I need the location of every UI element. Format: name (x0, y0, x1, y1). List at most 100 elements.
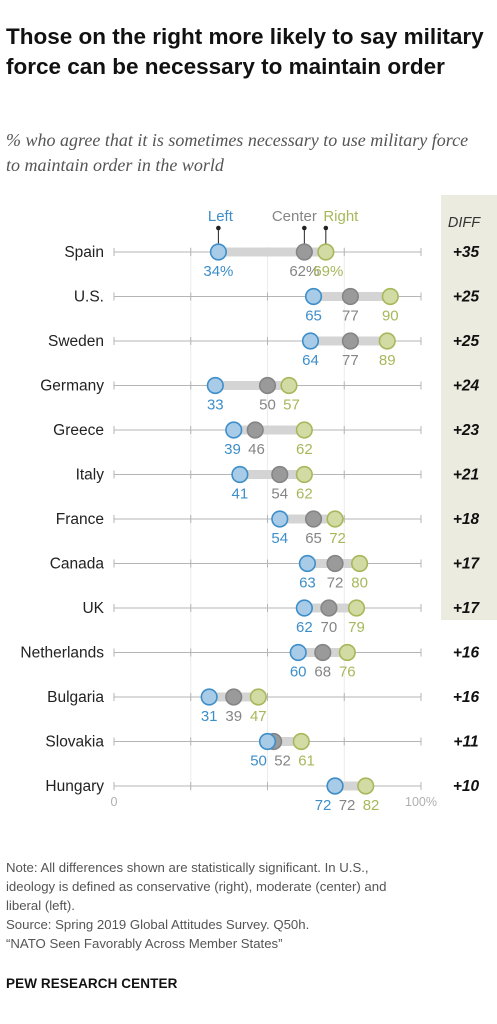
value-label-left: 34% (203, 263, 233, 280)
legend-pointer-dot (216, 225, 221, 231)
chart-title: Those on the right more likely to say mi… (6, 24, 484, 79)
category-label: Canada (50, 556, 105, 573)
dot-center (258, 376, 277, 395)
value-label-center: 72 (339, 797, 356, 814)
note-line: ideology is defined as conservative (rig… (6, 879, 387, 894)
value-label-left: 31 (201, 708, 218, 725)
diff-value: +16 (453, 689, 480, 706)
legend-left: Left (208, 208, 234, 225)
value-label-right: 76 (339, 664, 356, 681)
dot-left (206, 376, 224, 395)
dot-right (381, 287, 399, 306)
value-label-right: 47 (250, 708, 267, 725)
value-label-right: 89 (379, 352, 396, 369)
x-tick-label: 100% (405, 795, 437, 809)
chart-notes: Note: All differences shown are statisti… (6, 858, 491, 953)
dot-right (351, 554, 369, 573)
value-label-center: 70 (321, 619, 338, 636)
value-label-right: 69% (313, 263, 343, 280)
diff-value: +16 (453, 645, 480, 662)
dot-right (357, 777, 375, 795)
category-label: UK (82, 600, 104, 617)
category-label: Netherlands (20, 645, 104, 662)
dot-center (326, 554, 344, 573)
dot-center (225, 688, 243, 706)
category-label: France (56, 511, 104, 528)
dot-left (200, 688, 218, 706)
note-line: liberal (left). (6, 898, 75, 913)
diff-header: DIFF (448, 215, 481, 231)
category-label: Bulgaria (47, 689, 104, 706)
dot-plot-chart: DIFF Left Center Right Spain 34% 62%69% +35 U.S.… (20, 195, 497, 814)
value-label-left: 63 (299, 575, 316, 592)
value-label-center: 68 (314, 664, 331, 681)
diff-value: +23 (453, 422, 480, 439)
dot-left (258, 732, 277, 751)
dot-right (317, 243, 335, 261)
diff-value: +17 (453, 600, 481, 617)
category-label: Slovakia (45, 734, 104, 751)
value-label-left: 65 (305, 308, 322, 325)
dot-center (314, 643, 332, 662)
chart-subtitle: % who agree that it is sometimes necessa… (6, 130, 469, 175)
diff-value: +24 (453, 378, 480, 395)
value-label-right: 82 (363, 797, 380, 814)
value-label-left: 60 (290, 664, 307, 681)
value-label-left: 62 (296, 619, 313, 636)
dot-left (301, 332, 320, 350)
dot-center (271, 465, 289, 484)
value-label-center: 50 (259, 397, 276, 414)
value-label-left: 41 (232, 486, 249, 503)
value-label-right: 62 (296, 486, 313, 503)
diff-value: +35 (453, 244, 480, 261)
value-label-center: 52 (274, 753, 291, 770)
diff-value: +17 (453, 556, 481, 573)
value-label-right: 72 (329, 530, 346, 547)
value-label-center: 72 (327, 575, 344, 592)
diff-value: +21 (453, 467, 479, 484)
dot-left (304, 287, 323, 306)
value-label-center: 77 (342, 352, 359, 369)
value-label-center: 77 (342, 308, 359, 325)
dot-left (289, 643, 307, 662)
value-label-left: 39 (224, 441, 241, 458)
category-label: Spain (64, 244, 104, 261)
value-label-right: 61 (298, 753, 315, 770)
value-label-right: 90 (382, 308, 399, 325)
diff-value: +18 (453, 511, 480, 528)
category-label: U.S. (74, 289, 104, 306)
dot-left (295, 599, 313, 617)
value-label-center: 46 (248, 441, 265, 458)
value-label-center: 62% (289, 263, 319, 280)
x-tick-label: 0 (111, 795, 118, 809)
category-label: Italy (76, 467, 105, 484)
value-label-right: 80 (351, 575, 368, 592)
category-label: Hungary (45, 778, 104, 795)
dot-left (225, 421, 243, 439)
dot-right (326, 510, 344, 528)
dot-left (298, 554, 317, 573)
legend-center: Center (272, 208, 317, 225)
dot-center (341, 287, 359, 306)
value-label-left: 72 (315, 797, 332, 814)
value-label-left: 50 (250, 753, 267, 770)
dot-right (249, 688, 267, 706)
value-label-left: 54 (271, 530, 288, 547)
value-label-center: 39 (225, 708, 242, 725)
dot-right (280, 376, 298, 395)
source-line: Source: Spring 2019 Global Attitudes Sur… (6, 917, 310, 932)
value-label-right: 57 (283, 397, 300, 414)
value-label-left: 33 (207, 397, 224, 414)
value-label-left: 64 (302, 352, 319, 369)
report-title-line: “NATO Seen Favorably Across Member State… (6, 936, 283, 951)
category-label: Sweden (48, 333, 104, 350)
dot-right (292, 732, 310, 751)
diff-value: +25 (453, 289, 480, 306)
dot-right (347, 599, 366, 617)
dot-left (209, 243, 227, 261)
value-label-center: 54 (271, 486, 288, 503)
dot-left (231, 465, 249, 484)
note-line: Note: All differences shown are statisti… (6, 860, 369, 875)
dot-right (295, 465, 313, 484)
diff-value: +10 (453, 778, 480, 795)
